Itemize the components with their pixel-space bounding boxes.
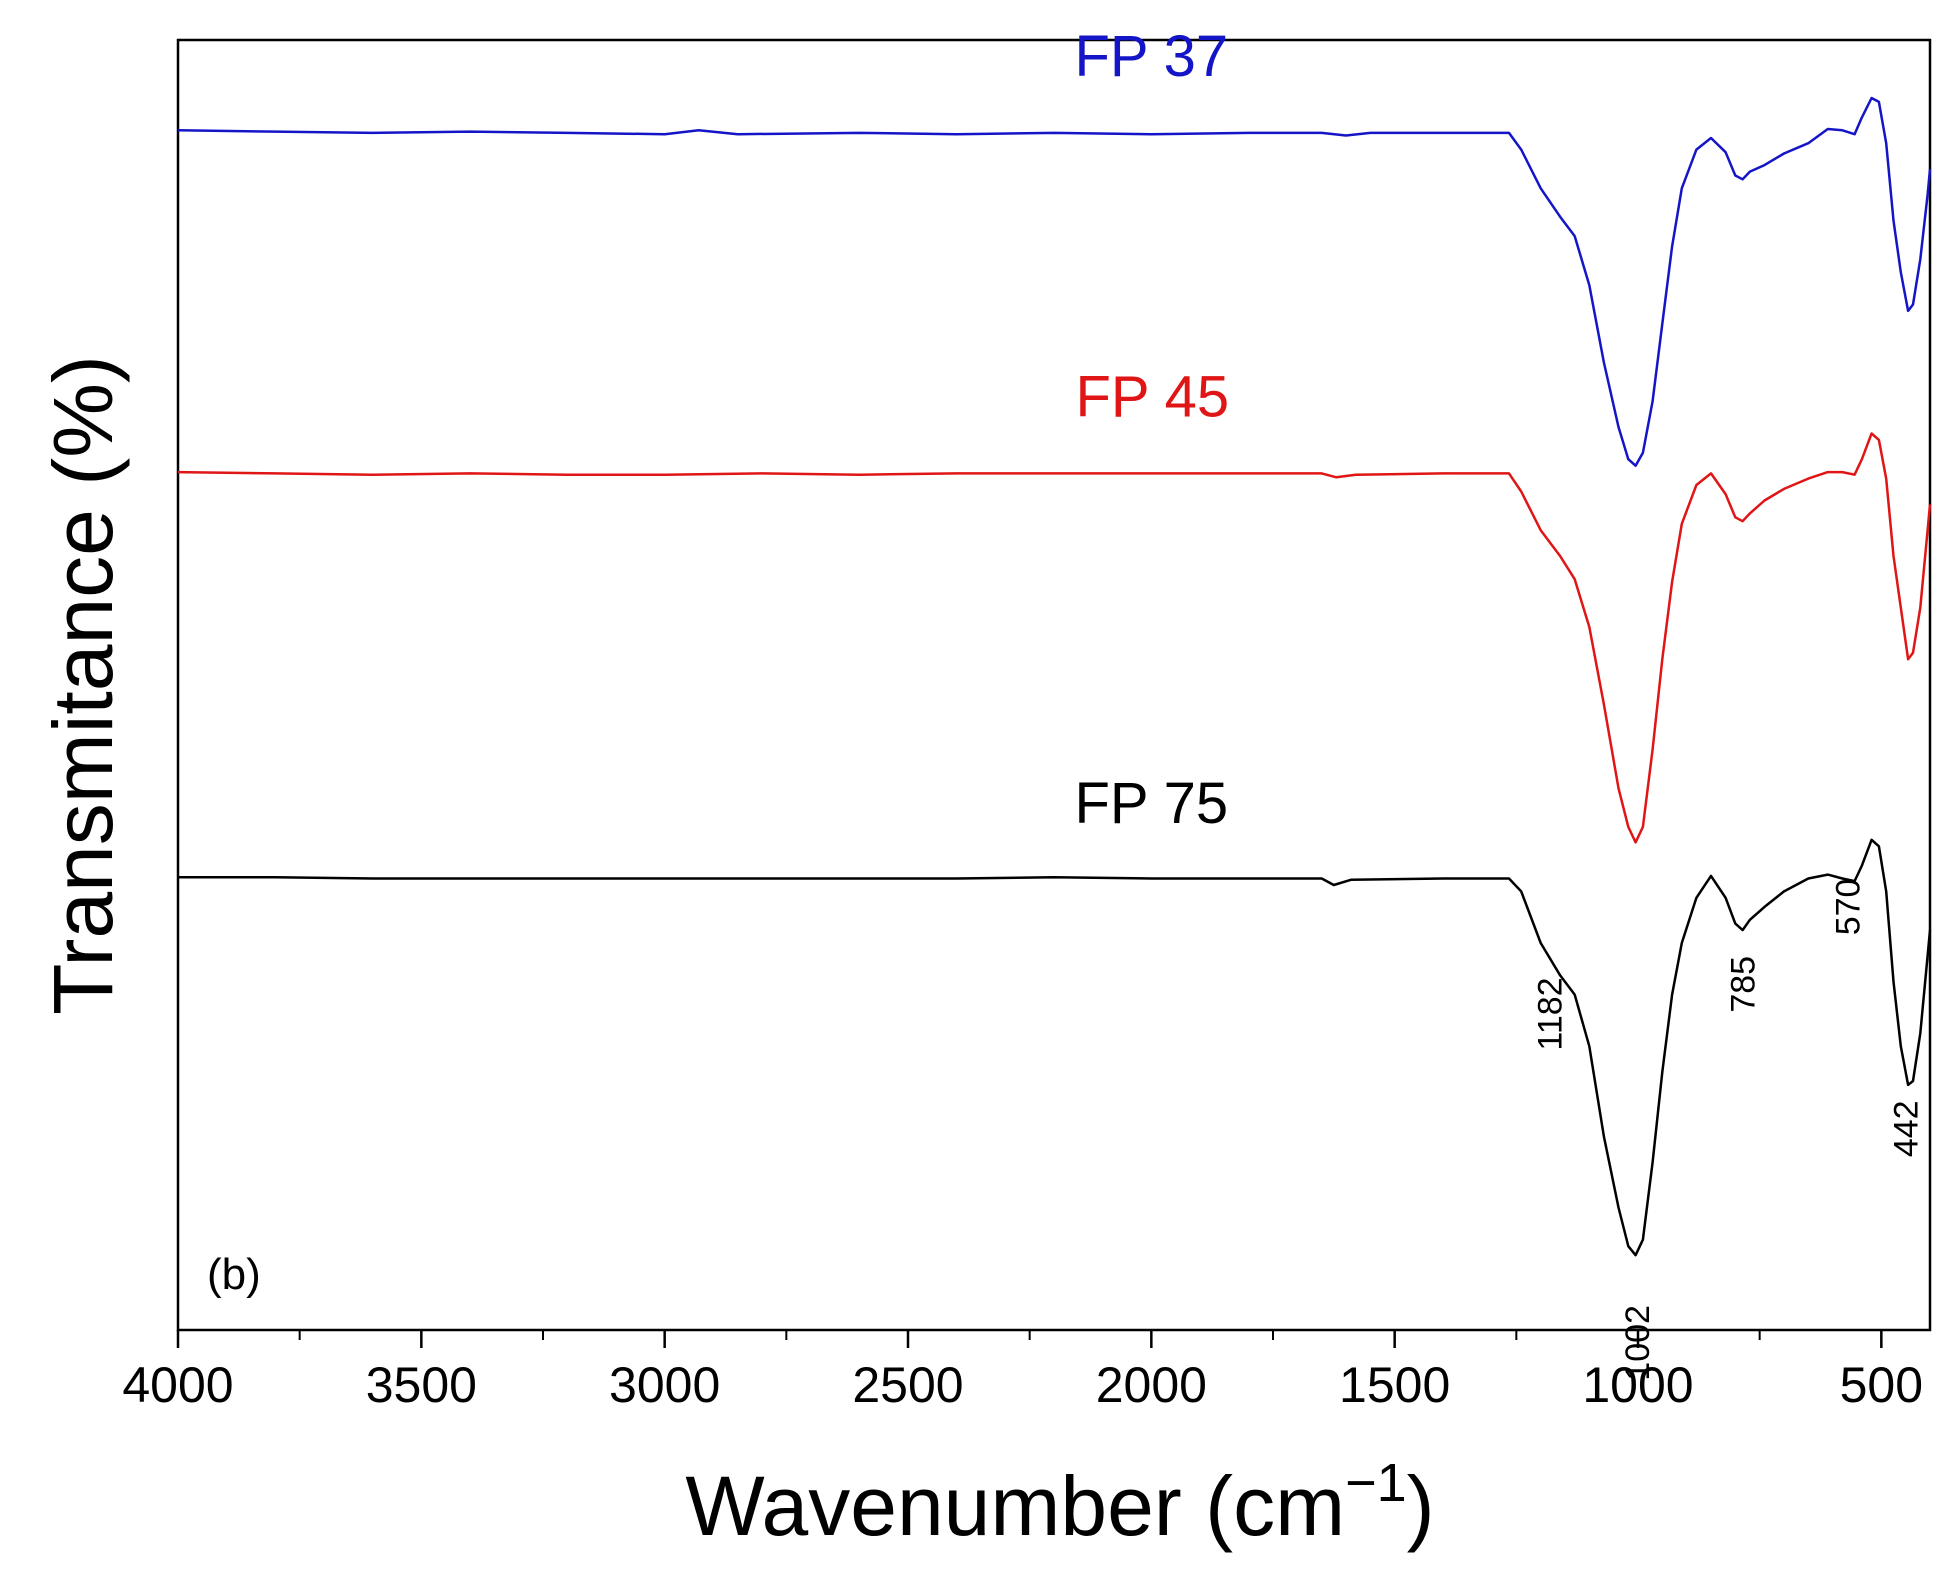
x-tick-label: 3000 xyxy=(609,1357,720,1413)
x-tick-label: 1500 xyxy=(1339,1357,1450,1413)
peak-label-570: 570 xyxy=(1829,879,1867,936)
peak-label-1182: 1182 xyxy=(1531,977,1569,1050)
x-tick-label: 4000 xyxy=(122,1357,233,1413)
x-axis-title-main: Wavenumber (cm xyxy=(685,1459,1345,1553)
x-axis-title-close: ) xyxy=(1407,1459,1435,1553)
series-line-fp-45 xyxy=(177,432,1932,844)
series-line-fp-75 xyxy=(178,838,1932,1257)
x-tick-label: 500 xyxy=(1840,1357,1923,1413)
x-axis-title: Wavenumber (cm−1) xyxy=(685,1453,1434,1553)
series-lines xyxy=(177,96,1932,1257)
x-tick-label: 3500 xyxy=(366,1357,477,1413)
peak-label-1002: 1002 xyxy=(1619,1305,1657,1381)
series-line-fp-37 xyxy=(177,96,1932,467)
y-axis-title: Transmitance (%) xyxy=(36,355,130,1015)
series-labels: FP 37 FP 45 FP 75 xyxy=(1074,24,1229,836)
peak-label-785: 785 xyxy=(1725,956,1763,1013)
x-tick-label: 1000 xyxy=(1582,1357,1693,1413)
peak-label-442: 442 xyxy=(1888,1100,1926,1157)
x-axis-title-superscript: −1 xyxy=(1345,1453,1407,1513)
plot-frame xyxy=(176,38,1932,1332)
x-axis-ticks xyxy=(176,1330,1883,1348)
series-label-fp-75: FP 75 xyxy=(1074,771,1228,836)
peak-annotations: 1182 1002 785 570 442 xyxy=(1531,879,1925,1381)
x-axis-tick-labels: 4000 3500 3000 2500 2000 1500 1000 500 xyxy=(122,1357,1923,1413)
series-label-fp-37: FP 37 xyxy=(1074,24,1228,89)
series-label-fp-45: FP 45 xyxy=(1075,365,1229,430)
x-tick-label: 2000 xyxy=(1096,1357,1207,1413)
x-tick-label: 2500 xyxy=(852,1357,963,1413)
panel-label: (b) xyxy=(207,1250,261,1299)
